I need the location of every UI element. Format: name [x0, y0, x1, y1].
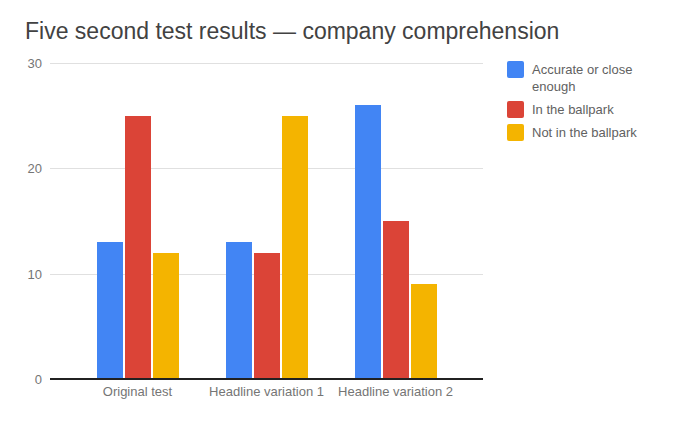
- legend-swatch: [507, 124, 524, 141]
- x-tick-label: Original test: [78, 384, 198, 399]
- x-axis-line: [50, 378, 483, 380]
- bar: [254, 253, 280, 379]
- y-tick-label: 0: [35, 372, 42, 387]
- bar: [355, 105, 381, 379]
- plot-area: [50, 63, 483, 379]
- bar-group: [331, 63, 460, 379]
- bar: [383, 221, 409, 379]
- x-tick-slot: Original test: [73, 384, 202, 399]
- x-tick-slot: Headline variation 1: [202, 384, 331, 399]
- y-axis-labels: 0102030: [0, 63, 42, 379]
- x-tick-label: Headline variation 1: [207, 384, 327, 399]
- legend-label: Not in the ballpark: [532, 124, 667, 141]
- bar: [226, 242, 252, 379]
- x-tick-label: Headline variation 2: [336, 384, 456, 399]
- legend: Accurate or close enough In the ballpark N…: [507, 61, 692, 147]
- legend-label: Accurate or close enough: [532, 61, 667, 95]
- legend-label: In the ballpark: [532, 101, 667, 118]
- bar: [125, 116, 151, 379]
- bar-groups: [50, 63, 483, 379]
- x-axis-labels: Original test Headline variation 1 Headlin…: [50, 384, 483, 399]
- y-tick-label: 10: [28, 266, 42, 281]
- bar: [97, 242, 123, 379]
- y-tick-label: 20: [28, 161, 42, 176]
- legend-item: In the ballpark: [507, 101, 692, 118]
- bar-group: [202, 63, 331, 379]
- bar-group: [73, 63, 202, 379]
- bar: [411, 284, 437, 379]
- chart-title: Five second test results — company compr…: [25, 16, 559, 46]
- chart-canvas: Five second test results — company compr…: [0, 0, 700, 434]
- legend-item: Not in the ballpark: [507, 124, 692, 141]
- y-tick-label: 30: [28, 56, 42, 71]
- legend-item: Accurate or close enough: [507, 61, 692, 95]
- bar: [282, 116, 308, 379]
- legend-swatch: [507, 101, 524, 118]
- bar: [153, 253, 179, 379]
- x-tick-slot: Headline variation 2: [331, 384, 460, 399]
- legend-swatch: [507, 61, 524, 78]
